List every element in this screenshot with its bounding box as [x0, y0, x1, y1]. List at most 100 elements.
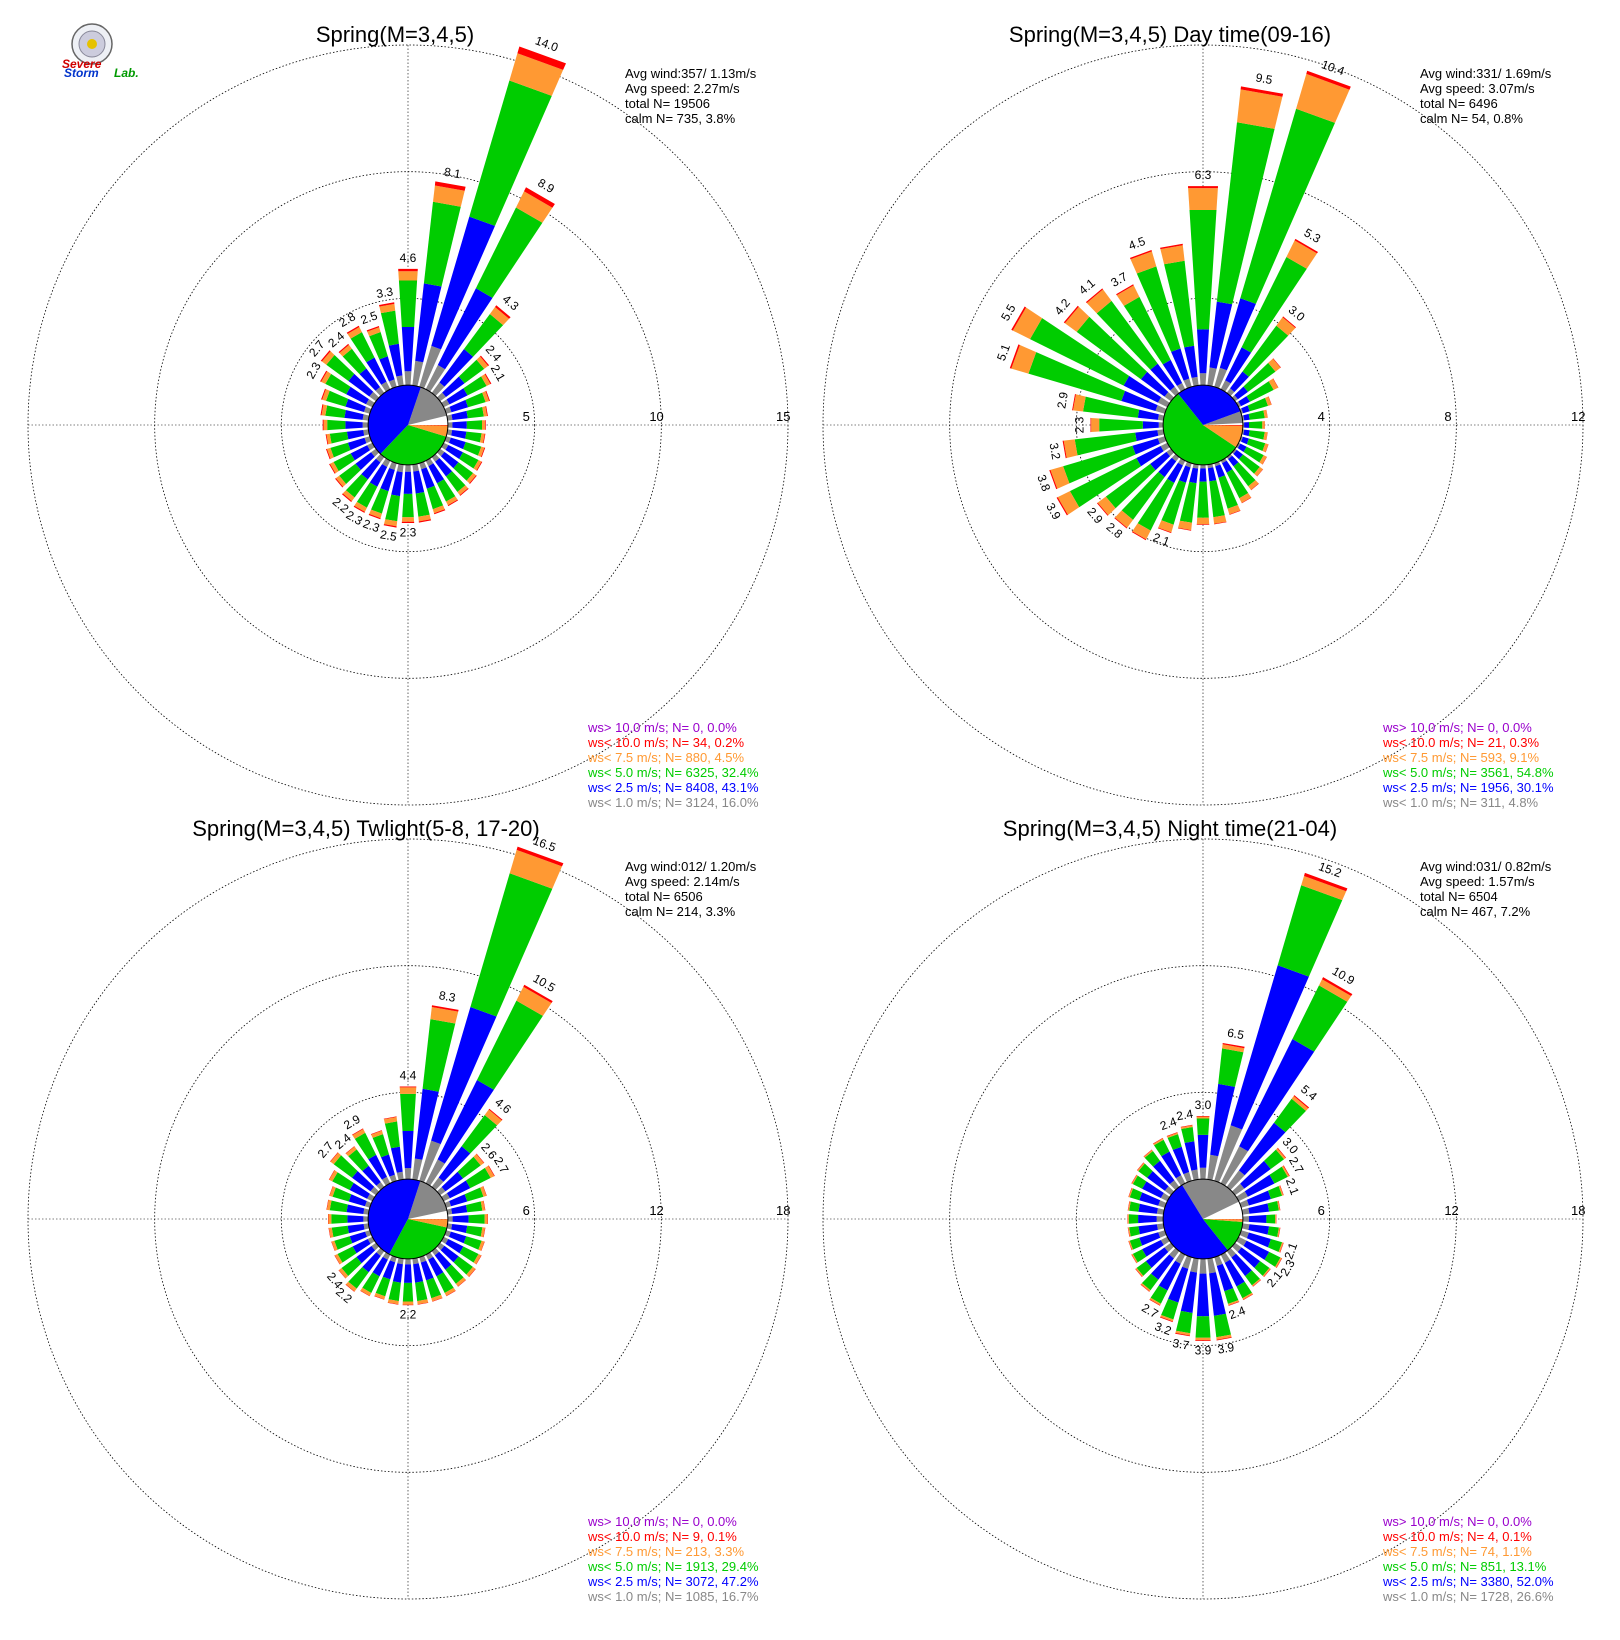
bar-segment	[356, 1246, 376, 1264]
bar-segment	[484, 373, 492, 385]
bar-segment	[405, 1258, 411, 1265]
bar-segment	[1063, 439, 1078, 458]
bar-segment	[1128, 1240, 1132, 1251]
bar-segment	[368, 513, 381, 520]
bar-segment	[1142, 1240, 1164, 1257]
bar-segment	[328, 1214, 332, 1224]
bar-segment	[1254, 1261, 1270, 1276]
bar-segment	[1189, 467, 1199, 484]
bar-segment	[1158, 520, 1174, 533]
bar-segment	[1319, 979, 1352, 1002]
bar-segment	[1011, 345, 1037, 374]
bar-segment	[381, 381, 391, 392]
wind-bar	[446, 1200, 486, 1215]
bar-segment	[334, 1236, 353, 1250]
bar-label: 2.2	[400, 1307, 417, 1321]
bar-segment	[473, 460, 482, 471]
bar-segment	[437, 288, 493, 370]
bar-segment	[331, 1225, 349, 1238]
bar-segment	[346, 325, 360, 334]
bar-segment	[339, 344, 352, 357]
bar-segment	[398, 268, 418, 272]
pie-slice	[1203, 425, 1243, 426]
bar-segment	[447, 422, 453, 428]
pie-outline	[367, 384, 449, 466]
bar-segment	[1127, 1201, 1130, 1211]
bar-segment	[1150, 363, 1175, 391]
bar-segment	[1156, 1223, 1165, 1230]
bar-segment	[482, 420, 485, 430]
bar-segment	[1086, 289, 1112, 314]
bar-segment	[1191, 1169, 1199, 1181]
wind-bar	[1242, 421, 1265, 429]
pie-slice	[1178, 385, 1241, 425]
bar-segment	[354, 501, 367, 512]
bar-segment	[480, 1186, 487, 1197]
bar-segment	[483, 433, 486, 444]
bar-segment	[1123, 375, 1162, 403]
bar-segment	[1074, 432, 1137, 456]
wind-bar: 2.2	[400, 1258, 417, 1321]
bar-segment	[1181, 1127, 1195, 1143]
bar-segment	[390, 1146, 403, 1173]
wind-bar	[329, 1186, 372, 1208]
pie-slice	[1203, 425, 1243, 448]
bar-segment	[1224, 1259, 1245, 1287]
bar-segment	[441, 1193, 450, 1202]
bar-segment	[388, 343, 403, 377]
bar-segment	[345, 1284, 355, 1292]
bar-segment	[1200, 464, 1206, 469]
bar-segment	[1091, 418, 1100, 432]
bar-segment	[1218, 475, 1238, 509]
bar-segment	[1238, 1122, 1286, 1176]
bar-segment	[1028, 352, 1125, 401]
bar-segment	[359, 368, 380, 391]
bar-segment	[352, 1128, 364, 1136]
bar-segment	[459, 452, 479, 469]
bar-segment	[446, 1208, 453, 1215]
wind-bar	[1127, 1201, 1165, 1215]
bar-segment	[329, 431, 349, 444]
bar-segment	[1114, 517, 1128, 529]
bar-segment	[1233, 462, 1256, 487]
bar-segment	[366, 357, 387, 385]
bar-segment	[1135, 430, 1159, 442]
bar-segment	[412, 463, 419, 472]
bar-segment	[477, 1000, 543, 1090]
bar-segment	[475, 207, 543, 298]
bar-segment	[1164, 260, 1195, 348]
wind-bar	[329, 442, 375, 474]
wind-bar	[1160, 243, 1199, 387]
bar-segment	[1090, 417, 1092, 433]
bar-segment	[1129, 1226, 1140, 1237]
bar-segment	[389, 1255, 397, 1263]
bar-segment	[1231, 395, 1238, 402]
bar-segment	[1188, 186, 1218, 189]
bar-segment	[383, 1117, 398, 1124]
bar-segment	[1263, 1268, 1271, 1278]
legend-entry: ws< 1.0 m/s; N= 3124, 16.0%	[587, 795, 759, 810]
bar-segment	[442, 376, 465, 397]
wind-bar	[1196, 464, 1210, 525]
wind-bar	[1231, 448, 1264, 477]
panel-4: 6 12 18 Spring(M=3,4,5) Night time(21-04) Av…	[822, 816, 1585, 1604]
bar-segment	[1132, 438, 1160, 455]
bar-segment	[473, 1154, 484, 1166]
wind-bar	[321, 388, 372, 414]
bar-segment	[1237, 1247, 1261, 1268]
wind-bar: 15.2	[1214, 859, 1348, 1183]
bar-segment	[1228, 455, 1239, 467]
wind-bar: 6.3	[1188, 168, 1218, 386]
bar-segment	[440, 451, 459, 469]
bar-segment	[345, 398, 366, 412]
stat-line: calm N= 214, 3.3%	[625, 904, 736, 919]
bar-segment	[1214, 367, 1227, 389]
bar-segment	[1220, 380, 1231, 392]
bar-segment	[1268, 1186, 1283, 1199]
bar-segment	[436, 1272, 454, 1293]
bar-segment	[368, 1154, 387, 1180]
bar-segment	[369, 464, 388, 487]
bar-segment	[1226, 469, 1249, 499]
chart-title: Spring(M=3,4,5) Day time(09-16)	[1009, 22, 1331, 47]
bar-segment	[446, 388, 468, 405]
